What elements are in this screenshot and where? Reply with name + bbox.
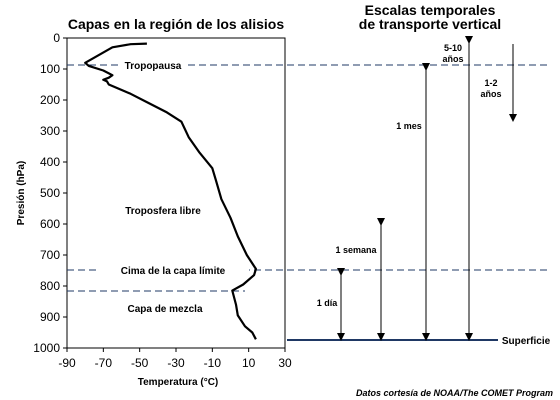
boundary-top-label-box (97, 264, 249, 277)
x-axis: -90 -70 -50 -30 -10 10 30 (58, 348, 292, 370)
right-title-line2: de transporte vertical (359, 16, 501, 32)
y-tick-label: 700 (40, 248, 60, 262)
y-tick-label: 100 (40, 62, 60, 76)
five-ten-years-label-1: 5-10 (444, 43, 462, 53)
plot-frame (66, 37, 286, 349)
x-tick-label: -70 (95, 356, 113, 370)
y-tick-label: 800 (40, 279, 60, 293)
surface-label: Superficie (502, 336, 551, 347)
y-tick-label: 300 (40, 124, 60, 138)
tropopause-label: Tropopausa (125, 61, 182, 72)
right-title-line1: Escalas temporales (365, 2, 496, 18)
left-title: Capas en la región de los alisios (68, 16, 285, 32)
credit-text: Datos cortesía de NOAA/The COMET Program (356, 388, 553, 398)
y-tick-label: 0 (53, 31, 60, 45)
mixed-layer-label: Capa de mezcla (127, 304, 202, 315)
x-tick-label: 30 (278, 356, 292, 370)
boundary-top-label: Cima de la capa límite (121, 266, 226, 277)
free-troposphere-label: Troposfera libre (125, 206, 201, 217)
x-axis-label: Temperatura (°C) (138, 377, 219, 388)
x-tick-label: -50 (131, 356, 149, 370)
x-tick-label: -10 (204, 356, 222, 370)
one-two-years-label-2: años (480, 89, 501, 99)
one-week-label: 1 semana (335, 245, 377, 255)
tropopause-label-box (118, 59, 188, 72)
x-tick-label: -30 (167, 356, 185, 370)
surface-label-box (498, 333, 555, 347)
x-tick-label: 10 (242, 356, 256, 370)
x-tick-label: -90 (58, 356, 76, 370)
one-month-label: 1 mes (396, 121, 422, 131)
y-tick-label: 600 (40, 217, 60, 231)
y-tick-label: 400 (40, 155, 60, 169)
one-day-label: 1 día (317, 298, 339, 308)
five-ten-years-label-2: años (442, 54, 463, 64)
y-tick-label: 1000 (33, 341, 60, 355)
y-axis-label: Presión (hPa) (16, 161, 27, 225)
y-axis: 0 100 200 300 400 500 600 700 800 900 1000 (33, 31, 67, 355)
one-two-years-label-1: 1-2 (484, 78, 497, 88)
y-tick-label: 900 (40, 310, 60, 324)
y-tick-label: 500 (40, 186, 60, 200)
temperature-profile-line (84, 42, 257, 340)
y-tick-label: 200 (40, 93, 60, 107)
